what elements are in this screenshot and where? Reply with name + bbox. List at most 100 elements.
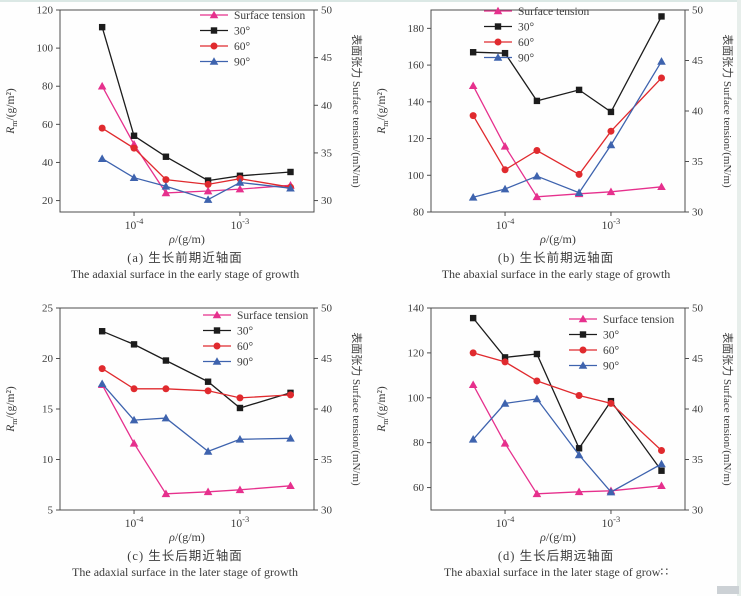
series-30- [98, 23, 294, 184]
svg-text:120: 120 [408, 133, 425, 145]
caption-b: (b) 生长前期远轴面 The abaxial surface in the e… [371, 251, 741, 281]
page-edge-right [737, 0, 741, 596]
svg-text:100: 100 [37, 43, 54, 55]
svg-text:100: 100 [408, 392, 425, 404]
chart-b: 80 100 120 140 160 180 Rm/(g/m²) 30 35 40 45 50 表面张力… [376, 5, 735, 247]
svg-text:180: 180 [408, 23, 425, 35]
svg-text:140: 140 [408, 303, 425, 315]
svg-text:30: 30 [692, 505, 704, 517]
plot-frame [59, 307, 315, 511]
legend: Surface tension 30° 60° 90° [484, 6, 589, 64]
legend-label: 60° [518, 37, 535, 49]
legend-item-surface-tension: Surface tension [484, 6, 589, 18]
svg-text:80: 80 [42, 81, 54, 93]
legend-item-90-: 90° [569, 360, 620, 372]
caption-d-en: The abaxial surface in the later stage o… [443, 565, 669, 579]
x-axis-title: ρ/(g/m) [168, 232, 205, 246]
page-edge-top [0, 0, 741, 2]
chart-panel-d: 60 80 100 120 140 Rm/(g/m²) 30 35 40 45 50 表面张力 Sur… [371, 298, 741, 596]
series-60- [98, 365, 295, 402]
legend-label: 30° [234, 25, 251, 37]
svg-text:10-4: 10-4 [125, 216, 144, 232]
svg-text:45: 45 [321, 52, 333, 64]
svg-text:30: 30 [321, 195, 333, 207]
chart-panel-a: 20 40 60 80 100 120 Rm/(g/m²) 30 35 40 45 50 表面张力 Su… [0, 0, 370, 298]
chart-panel-c: 5 10 15 20 25 Rm/(g/m²) 30 35 40 45 50 表面张力 Surface… [0, 298, 370, 596]
svg-text:80: 80 [413, 207, 425, 219]
svg-text:5: 5 [48, 505, 54, 517]
right-axis-title: 表面张力 Surface tension/(mN/m) [350, 34, 364, 188]
legend-label: 90° [603, 360, 620, 372]
left-axis: 60 80 100 120 140 Rm/(g/m²) [376, 303, 431, 494]
series-30- [98, 328, 294, 412]
left-axis-title: Rm/(g/m²) [376, 88, 390, 135]
series-surface-tension [468, 81, 666, 201]
chart-d: 60 80 100 120 140 Rm/(g/m²) 30 35 40 45 50 表面张力 Sur… [376, 303, 735, 545]
svg-text:50: 50 [692, 303, 704, 315]
svg-text:10-4: 10-4 [125, 514, 144, 530]
caption-a-en: The adaxial surface in the early stage o… [70, 267, 300, 281]
legend-label: Surface tension [237, 310, 308, 322]
caption-c-en: The adaxial surface in the later stage o… [72, 565, 298, 579]
svg-text:60: 60 [413, 482, 425, 494]
svg-text:40: 40 [692, 404, 704, 416]
svg-text:80: 80 [413, 437, 425, 449]
svg-text:50: 50 [321, 5, 333, 17]
svg-text:35: 35 [692, 156, 704, 168]
legend-label: 60° [234, 41, 251, 53]
scrollbar-corner [717, 586, 739, 594]
legend-item-30-: 30° [484, 21, 535, 33]
svg-text:40: 40 [321, 404, 333, 416]
legend-item-30-: 30° [200, 25, 251, 37]
legend-label: 90° [234, 56, 251, 68]
svg-text:10-3: 10-3 [231, 216, 250, 232]
legend-item-60-: 60° [484, 37, 535, 49]
svg-text:120: 120 [408, 347, 425, 359]
legend-label: 60° [237, 341, 254, 353]
legend-item-surface-tension: Surface tension [203, 310, 308, 322]
x-axis: 10-4 10-3 ρ/(g/m) [496, 510, 621, 544]
left-axis-title: Rm/(g/m²) [5, 88, 19, 135]
right-axis: 30 35 40 45 50 表面张力 Surface tension/(mN/m) [314, 5, 364, 207]
svg-text:20: 20 [42, 195, 54, 207]
caption-c: (c) 生长后期近轴面 The adaxial surface in the l… [0, 549, 370, 579]
svg-text:20: 20 [42, 353, 54, 365]
svg-text:10-3: 10-3 [602, 514, 621, 530]
caption-a: (a) 生长前期近轴面 The adaxial surface in the e… [0, 251, 370, 281]
svg-text:140: 140 [408, 96, 425, 108]
legend: Surface tension 30° 60° 90° [200, 10, 305, 68]
svg-text:15: 15 [42, 404, 54, 416]
right-axis: 30 35 40 45 50 表面张力 Surface tension/(mN/m) [314, 303, 364, 517]
legend-item-surface-tension: Surface tension [569, 314, 674, 326]
legend-label: 90° [518, 52, 535, 64]
svg-text:60: 60 [42, 119, 54, 131]
legend-label: 60° [603, 345, 620, 357]
right-axis: 30 35 40 45 50 表面张力 Surface tension/(mN/m) [685, 303, 735, 517]
series-30- [469, 314, 665, 474]
x-axis-title: ρ/(g/m) [168, 530, 205, 544]
legend-item-surface-tension: Surface tension [200, 10, 305, 22]
legend-label: 30° [237, 325, 254, 337]
svg-text:10-4: 10-4 [496, 216, 515, 232]
right-axis: 30 35 40 45 50 表面张力 Surface tension/(mN/m) [685, 5, 735, 219]
svg-text:10-4: 10-4 [496, 514, 515, 530]
series-60- [469, 349, 666, 455]
svg-text:100: 100 [408, 170, 425, 182]
plot-frame [430, 307, 686, 511]
x-axis-title: ρ/(g/m) [539, 232, 576, 246]
legend-item-90-: 90° [203, 356, 254, 368]
svg-text:160: 160 [408, 60, 425, 72]
legend: Surface tension 30° 60° 90° [569, 314, 674, 372]
svg-text:25: 25 [42, 303, 54, 315]
svg-text:10-3: 10-3 [231, 514, 250, 530]
svg-text:40: 40 [321, 100, 333, 112]
x-axis-title: ρ/(g/m) [539, 530, 576, 544]
legend-label: 30° [518, 21, 535, 33]
svg-text:30: 30 [321, 505, 333, 517]
series-surface-tension [97, 81, 295, 197]
left-axis: 80 100 120 140 160 180 Rm/(g/m²) [376, 23, 431, 219]
legend-item-30-: 30° [203, 325, 254, 337]
left-axis-title: Rm/(g/m²) [5, 386, 19, 433]
x-axis: 10-4 10-3 ρ/(g/m) [125, 510, 250, 544]
